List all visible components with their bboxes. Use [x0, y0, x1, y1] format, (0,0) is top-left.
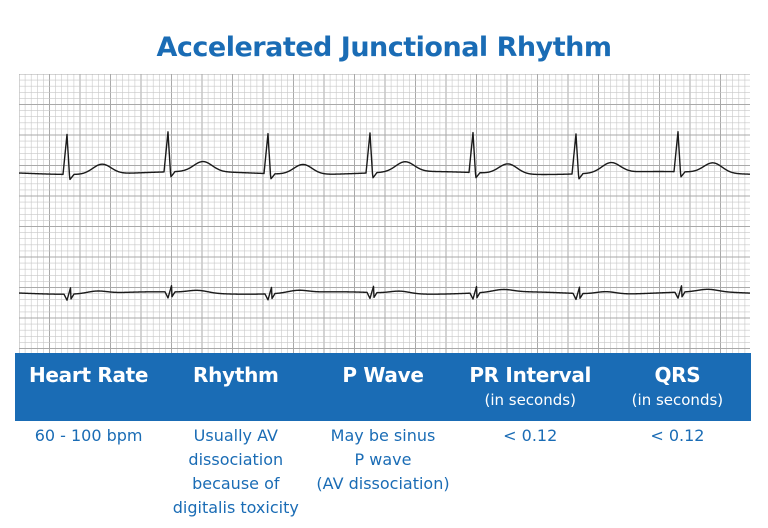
- column-p-wave: P Wave: [309, 353, 456, 421]
- value-line: < 0.12: [503, 426, 558, 445]
- value-line: May be sinus: [330, 426, 436, 445]
- value-pr-interval: < 0.12: [457, 424, 604, 520]
- header-qrs: QRS: [654, 363, 701, 387]
- subheader-qrs: (in seconds): [631, 391, 724, 409]
- header-rhythm: Rhythm: [193, 363, 279, 387]
- ecg-trace-lead-1: [19, 131, 750, 181]
- ecg-grid: [19, 74, 750, 354]
- ecg-strip: [19, 74, 750, 354]
- ecg-trace-lead-2: [19, 284, 750, 301]
- value-line: because of: [192, 474, 280, 493]
- column-pr-interval: PR Interval (in seconds): [457, 353, 604, 421]
- value-line: Usually AV: [193, 426, 278, 445]
- subheader-pr-interval: (in seconds): [484, 391, 576, 409]
- criteria-header-band: Heart Rate Rhythm P Wave PR Interval (in…: [15, 353, 751, 421]
- column-heart-rate: Heart Rate: [15, 353, 162, 421]
- value-line: (AV dissociation): [316, 474, 450, 493]
- value-p-wave: May be sinus P wave (AV dissociation): [309, 424, 456, 520]
- header-p-wave: P Wave: [342, 363, 424, 387]
- column-qrs: QRS (in seconds): [604, 353, 751, 421]
- page-title: Accelerated Junctional Rhythm: [156, 32, 612, 63]
- value-line: P wave: [354, 450, 412, 469]
- value-line: < 0.12: [650, 426, 705, 445]
- value-line: digitalis toxicity: [172, 498, 299, 517]
- value-rhythm: Usually AV dissociation because of digit…: [162, 424, 309, 520]
- value-line: 60 - 100 bpm: [34, 426, 143, 445]
- value-line: dissociation: [188, 450, 284, 469]
- criteria-values-row: 60 - 100 bpm Usually AV dissociation bec…: [15, 424, 751, 520]
- value-qrs: < 0.12: [604, 424, 751, 520]
- header-pr-interval: PR Interval: [469, 363, 592, 387]
- column-rhythm: Rhythm: [162, 353, 309, 421]
- header-heart-rate: Heart Rate: [28, 363, 149, 387]
- value-heart-rate: 60 - 100 bpm: [15, 424, 162, 520]
